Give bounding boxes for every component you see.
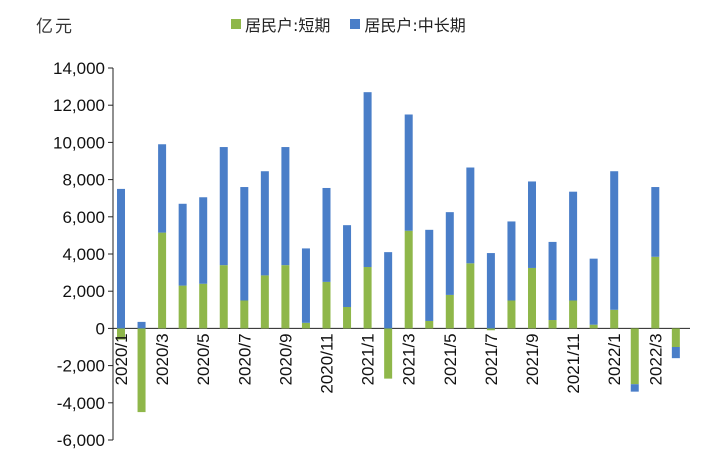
x-tick-label: 2022/1 bbox=[605, 333, 624, 385]
bar-short-term bbox=[343, 307, 352, 329]
y-tick-label: 8,000 bbox=[62, 171, 105, 190]
bar-long-term bbox=[651, 187, 660, 257]
y-tick-label: 6,000 bbox=[62, 208, 105, 227]
bar-short-term bbox=[384, 328, 393, 379]
y-tick-label: -4,000 bbox=[57, 394, 105, 413]
x-tick-label: 2021/7 bbox=[482, 333, 501, 385]
bar-short-term bbox=[610, 309, 619, 329]
x-tick-label: 2020/7 bbox=[235, 333, 254, 385]
bar-long-term bbox=[528, 181, 536, 268]
bar-long-term bbox=[260, 171, 269, 276]
bar-long-term bbox=[137, 321, 146, 329]
x-tick-label: 2021/3 bbox=[400, 333, 419, 385]
bar-short-term bbox=[486, 328, 495, 331]
bar-short-term bbox=[260, 275, 269, 329]
bar-short-term bbox=[507, 300, 516, 329]
y-axis-unit: 亿元 bbox=[36, 17, 74, 37]
chart-legend: 居民户:短期 居民户:中长期 bbox=[231, 12, 486, 36]
x-tick-label: 2021/5 bbox=[441, 333, 460, 385]
legend-item-long-term: 居民户:中长期 bbox=[350, 12, 466, 36]
bar-long-term bbox=[445, 212, 454, 295]
bar-long-term bbox=[671, 347, 680, 359]
y-tick-label: 10,000 bbox=[53, 133, 105, 152]
x-tick-label: 2021/9 bbox=[523, 333, 542, 385]
bar-long-term bbox=[158, 144, 167, 233]
bar-long-term bbox=[630, 384, 639, 392]
bar-long-term bbox=[343, 225, 352, 308]
legend-item-short-term: 居民户:短期 bbox=[231, 12, 330, 36]
bar-long-term bbox=[486, 253, 495, 329]
x-tick-label: 2020/5 bbox=[194, 333, 213, 385]
bar-short-term bbox=[445, 294, 454, 329]
bar-long-term bbox=[322, 187, 331, 282]
bar-long-term bbox=[589, 258, 598, 325]
bar-long-term bbox=[219, 147, 228, 266]
bar-long-term bbox=[569, 191, 578, 301]
bar-short-term bbox=[301, 322, 310, 329]
y-tick-label: -6,000 bbox=[57, 431, 105, 450]
bar-long-term bbox=[199, 197, 208, 284]
bar-long-term bbox=[384, 252, 393, 329]
bar-short-term bbox=[425, 320, 434, 329]
x-tick-label: 2020/11 bbox=[318, 333, 337, 393]
bar-short-term bbox=[589, 324, 598, 329]
x-tick-label: 2020/9 bbox=[276, 333, 295, 385]
legend-label-short-term: 居民户:短期 bbox=[245, 16, 331, 35]
legend-label-long-term: 居民户:中长期 bbox=[364, 16, 466, 35]
bar-long-term bbox=[425, 229, 434, 321]
bar-long-term bbox=[466, 167, 475, 264]
legend-swatch-short-term bbox=[231, 19, 241, 29]
bar-long-term bbox=[178, 203, 187, 286]
bar-long-term bbox=[507, 221, 516, 301]
x-tick-label: 2021/1 bbox=[359, 333, 378, 385]
bar-long-term bbox=[301, 248, 310, 323]
bar-long-term bbox=[548, 241, 557, 321]
y-tick-label: 4,000 bbox=[62, 245, 105, 264]
bar-short-term bbox=[281, 265, 290, 329]
y-tick-label: 14,000 bbox=[53, 59, 105, 78]
bar-short-term bbox=[199, 283, 208, 329]
x-tick-label: 2020/1 bbox=[112, 333, 131, 385]
bar-short-term bbox=[404, 230, 413, 329]
x-tick-label: 2021/11 bbox=[564, 333, 583, 393]
y-tick-label: -2,000 bbox=[57, 357, 105, 376]
bar-short-term bbox=[528, 267, 536, 329]
x-tick-label: 2022/3 bbox=[646, 333, 665, 385]
legend-swatch-long-term bbox=[350, 19, 361, 29]
bar-short-term bbox=[548, 320, 557, 329]
bar-long-term bbox=[610, 171, 619, 310]
bar-short-term bbox=[137, 328, 146, 413]
y-tick-label: 12,000 bbox=[53, 96, 105, 115]
bar-long-term bbox=[363, 92, 372, 268]
bar-long-term bbox=[117, 188, 125, 329]
y-tick-label: 0 bbox=[96, 319, 105, 338]
bar-short-term bbox=[219, 265, 228, 329]
bar-short-term bbox=[322, 281, 331, 329]
bar-short-term bbox=[117, 328, 125, 340]
bar-short-term bbox=[569, 300, 578, 329]
y-tick-label: 2,000 bbox=[62, 282, 105, 301]
bar-short-term bbox=[178, 285, 187, 329]
x-tick-label: 2020/3 bbox=[153, 333, 172, 385]
bar-short-term bbox=[651, 256, 660, 329]
bar-short-term bbox=[630, 328, 639, 385]
bar-short-term bbox=[671, 328, 680, 347]
bar-short-term bbox=[363, 267, 372, 329]
bar-short-term bbox=[158, 232, 167, 329]
bar-short-term bbox=[240, 300, 249, 329]
bar-long-term bbox=[281, 147, 290, 266]
bar-long-term bbox=[240, 187, 249, 301]
bar-short-term bbox=[466, 263, 475, 329]
bar-long-term bbox=[404, 114, 413, 231]
